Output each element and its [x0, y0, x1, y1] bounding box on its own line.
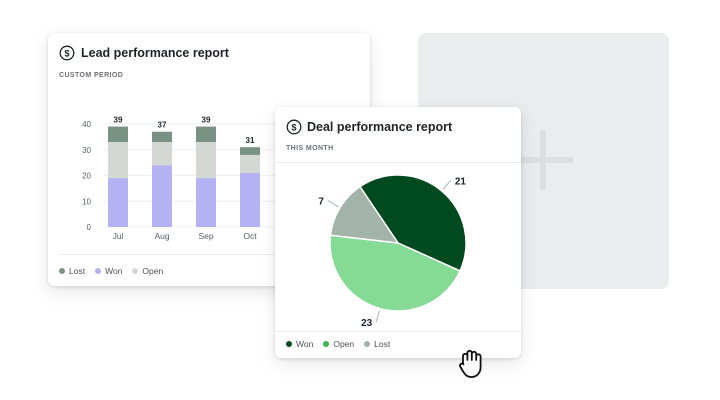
bar-open-jul: [108, 142, 128, 179]
lead-report-subtitle: CUSTOM PERIOD: [59, 72, 124, 79]
lead-legend: Lost Won Open: [59, 266, 163, 276]
svg-text:$: $: [291, 122, 296, 132]
legend-dot: [364, 341, 371, 347]
bar-open-oct: [240, 154, 260, 173]
bar-lost-aug: [152, 131, 172, 143]
bar-lost-oct: [240, 147, 260, 155]
deal-pie-chart: 21 23 7: [318, 174, 467, 329]
legend-item-open: Open: [323, 339, 354, 349]
y-tick-label: 30: [82, 146, 91, 155]
legend-dot: [323, 341, 330, 347]
x-tick-label: Sep: [198, 231, 213, 241]
y-tick-label: 10: [82, 197, 91, 206]
legend-label: Open: [142, 266, 164, 276]
deal-header-divider: [275, 162, 521, 163]
deal-report-title: Deal performance report: [307, 120, 453, 134]
legend-label: Lost: [69, 266, 86, 276]
pie-value-label: 21: [455, 176, 467, 187]
svg-text:$: $: [64, 48, 69, 58]
bar-total-label: 37: [158, 121, 167, 130]
pie-slice-lost: [329, 185, 400, 244]
x-tick-label: Oct: [243, 231, 257, 241]
y-tick-label: 0: [87, 223, 92, 232]
bar-open-aug: [152, 142, 172, 166]
pie-slice-open: [329, 234, 461, 312]
plus-icon: [513, 130, 573, 190]
x-tick-label: Jul: [113, 231, 124, 241]
pie-leader-line: [375, 310, 380, 323]
deal-performance-card[interactable]: $ Deal performance report THIS MONTH 21 2…: [275, 107, 521, 358]
pie-value-label: 23: [361, 318, 373, 329]
pie-leader-line: [442, 180, 452, 190]
bar-total-label: 31: [246, 136, 255, 145]
legend-label: Won: [105, 266, 123, 276]
bar-lost-sep: [196, 126, 216, 143]
bar-lost-jul: [108, 126, 128, 143]
deal-legend-divider: [275, 331, 521, 332]
pie-value-label: 7: [318, 196, 324, 207]
legend-dot: [95, 268, 102, 274]
legend-label: Lost: [374, 339, 391, 349]
bar-won-oct: [240, 172, 260, 227]
dollar-circle-icon: $: [59, 45, 75, 61]
pie-leader-line: [327, 200, 339, 207]
bar-won-aug: [152, 165, 172, 227]
legend-label: Won: [296, 339, 314, 349]
legend-label: Open: [333, 339, 355, 349]
deal-legend: Won Open Lost: [286, 339, 390, 349]
legend-item-won: Won: [95, 266, 122, 276]
legend-item-open: Open: [132, 266, 163, 276]
legend-item-lost: Lost: [364, 339, 390, 349]
bar-won-sep: [196, 178, 216, 227]
legend-dot: [59, 268, 65, 274]
y-tick-label: 40: [82, 120, 91, 129]
legend-dot: [132, 268, 139, 274]
x-tick-label: Aug: [154, 231, 169, 241]
dollar-circle-icon: $: [286, 119, 302, 135]
bar-won-jul: [108, 178, 128, 227]
bar-open-sep: [196, 142, 216, 179]
bar-total-label: 39: [114, 116, 123, 125]
legend-item-won: Won: [286, 339, 313, 349]
y-tick-label: 20: [82, 172, 91, 181]
legend-item-lost: Lost: [59, 266, 85, 276]
bar-total-label: 39: [202, 116, 211, 125]
lead-legend-divider: [59, 254, 359, 255]
grab-hand-icon: [459, 349, 482, 378]
lead-report-title: Lead performance report: [81, 46, 229, 60]
pie-slice-won: [358, 174, 467, 272]
deal-report-subtitle: THIS MONTH: [286, 145, 334, 152]
legend-dot: [286, 341, 292, 347]
